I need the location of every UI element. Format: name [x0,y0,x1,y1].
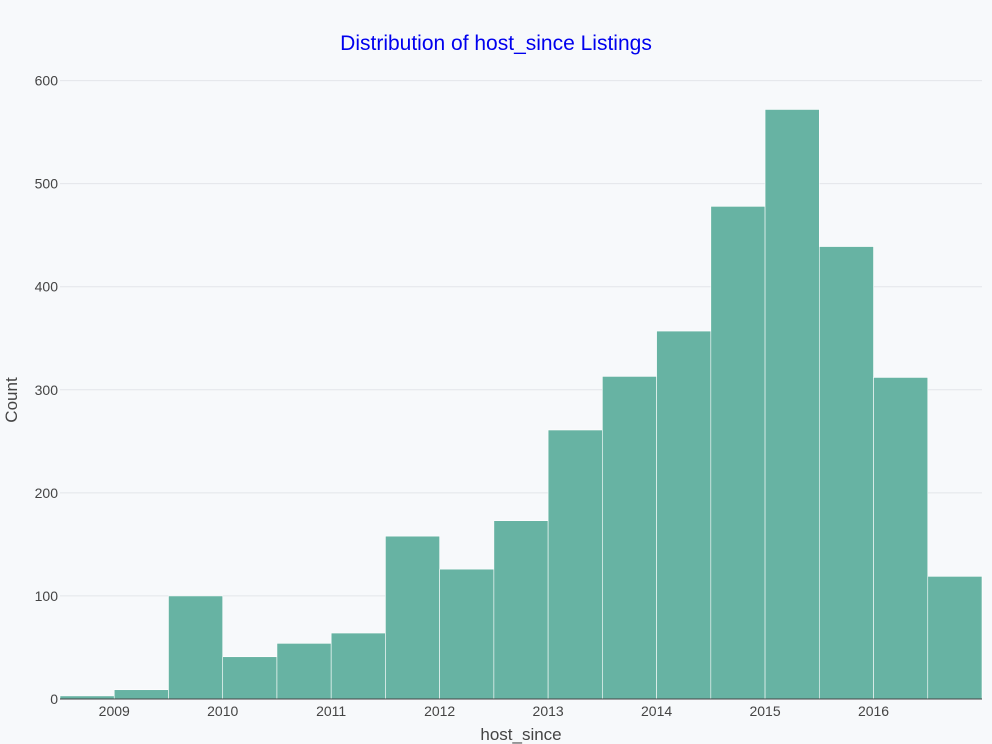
x-tick-label: 2014 [641,703,672,719]
histogram-bar [222,656,278,700]
y-tick-label: 0 [50,691,58,707]
histogram-bar [927,576,983,700]
histogram-bar [493,520,549,700]
histogram-bar [818,246,874,700]
chart-title: Distribution of host_since Listings [340,32,652,55]
histogram-bar [710,206,766,700]
histogram-bar [330,632,386,700]
x-tick-label: 2009 [99,703,130,719]
histogram-bar [656,330,712,700]
histogram-bar [602,376,657,700]
y-tick-label: 500 [35,176,59,192]
x-tick-label: 2012 [424,703,455,719]
histogram-bar [873,377,929,700]
x-tick-label: 2013 [533,703,564,719]
histogram-bar [764,109,820,700]
y-tick-label: 400 [35,279,59,295]
bars-layer [59,109,983,700]
y-axis-title: Count [2,377,21,423]
x-axis-title: host_since [480,725,561,744]
x-tick-label: 2015 [749,703,780,719]
y-tick-label: 600 [35,73,59,89]
y-tick-label: 300 [35,382,59,398]
x-tick-label: 2011 [316,703,346,719]
histogram-bar [168,595,224,700]
histogram-bar [547,429,603,700]
histogram-bar [113,689,169,700]
histogram-bar [439,568,495,700]
histogram-bar [276,643,332,700]
y-tick-label: 200 [35,485,59,501]
x-tick-label: 2010 [207,703,238,719]
x-tick-label: 2016 [858,703,889,719]
axis-layer: 0 100 200 300 400 500 600 2009 2010 2011 2012 2013 2… [35,73,982,719]
y-tick-label: 100 [35,588,59,604]
histogram-bar [385,535,440,700]
